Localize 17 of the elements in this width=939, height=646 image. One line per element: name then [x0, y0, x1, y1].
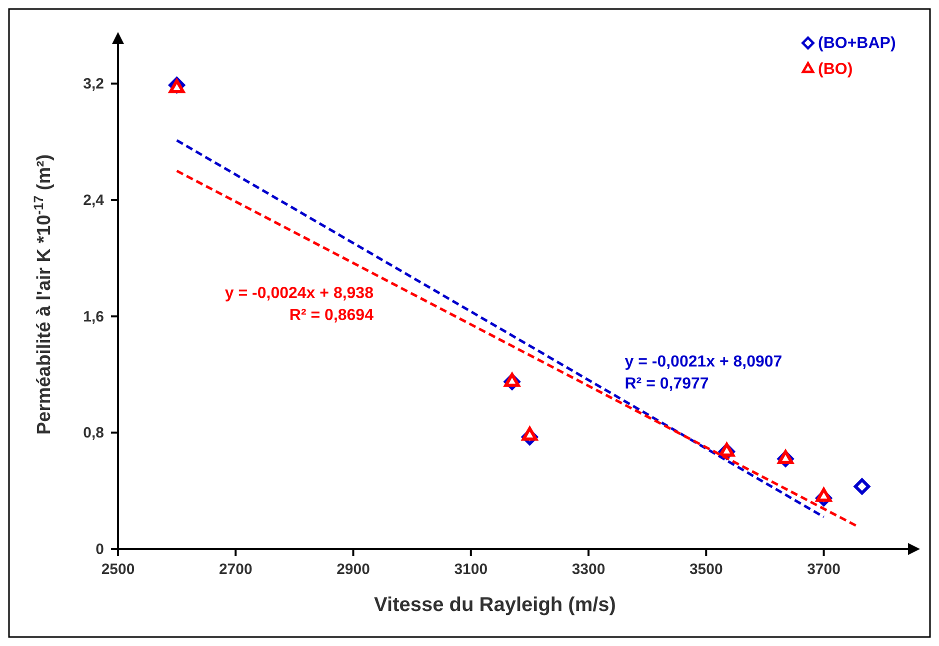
x-axis-title: Vitesse du Rayleigh (m/s): [374, 594, 616, 616]
y-tick-label: 3,2: [83, 76, 104, 93]
y-tick-label: 0: [96, 541, 104, 558]
legend-label: (BO+BAP): [818, 35, 896, 52]
series-label: y = -0,0024x + 8,938 R² = 0,8694: [224, 284, 374, 324]
x-tick-label: 2900: [336, 561, 370, 578]
y-tick-label: 1,6: [83, 308, 104, 326]
y-tick-label: 0,8: [83, 424, 104, 442]
x-tick-label: 3500: [689, 561, 723, 578]
x-tick-label: 2700: [218, 561, 252, 578]
legend-label: (BO): [818, 61, 853, 78]
x-tick-label: 2500: [101, 561, 135, 578]
y-tick-label: 2,4: [83, 192, 105, 209]
x-tick-label: 3300: [572, 561, 606, 578]
x-tick-label: 3700: [807, 561, 840, 578]
series-label: y = -0,0021x + 8,0907 R² = 0,7977: [624, 353, 782, 392]
x-tick-label: 3100: [454, 561, 488, 578]
